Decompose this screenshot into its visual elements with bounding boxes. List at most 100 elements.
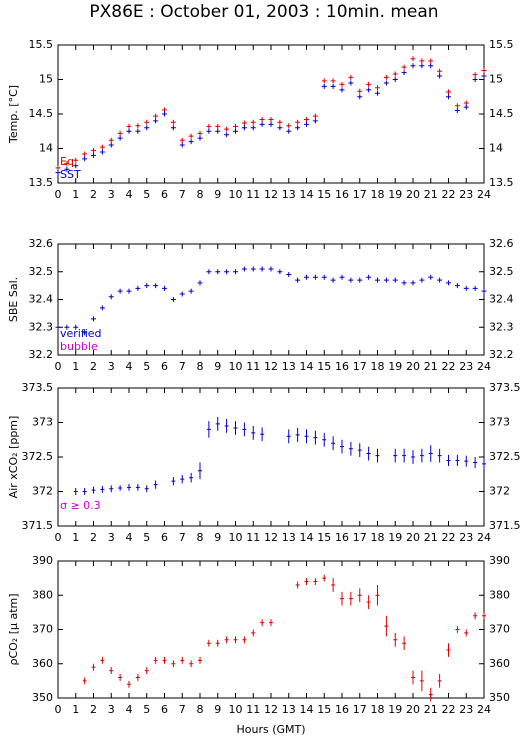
point — [73, 157, 79, 163]
error-bar — [206, 639, 211, 647]
point — [153, 118, 159, 124]
x-tick-label: 16 — [335, 703, 349, 716]
x-tick-label: 10 — [229, 188, 243, 201]
x-tick-label: 19 — [388, 703, 402, 716]
error-bar — [375, 584, 380, 606]
x-tick-label: 11 — [246, 531, 260, 544]
point — [64, 161, 70, 167]
point — [241, 120, 247, 126]
point — [454, 283, 460, 289]
point — [428, 63, 434, 69]
point — [55, 170, 61, 176]
error-bar — [198, 462, 202, 480]
error-bar — [304, 429, 309, 444]
point — [215, 128, 221, 134]
x-tick-label: 1 — [72, 188, 79, 201]
x-tick-label: 4 — [126, 703, 133, 716]
point — [73, 324, 79, 330]
point — [383, 80, 389, 86]
point — [82, 330, 88, 336]
point — [117, 288, 123, 294]
error-bar — [482, 458, 486, 470]
point — [481, 288, 487, 294]
x-tick-label: 12 — [264, 188, 278, 201]
y-tick-label: 32.4 — [29, 293, 54, 306]
point — [401, 70, 407, 76]
point — [472, 72, 478, 78]
x-tick-label: 9 — [214, 703, 221, 716]
point — [108, 142, 114, 148]
x-tick-label: 13 — [282, 360, 296, 373]
plot-frame — [57, 387, 485, 527]
x-tick-label: 0 — [55, 703, 62, 716]
y-tick-label: 14.5 — [29, 107, 54, 120]
y-tick-label: 370 — [32, 623, 53, 636]
point — [419, 277, 425, 283]
x-tick-label: 1 — [72, 360, 79, 373]
error-bar — [393, 632, 398, 647]
error-bar — [340, 591, 344, 606]
y-tick-label: 373 — [32, 416, 53, 429]
x-tick-label: 13 — [282, 188, 296, 201]
point — [286, 272, 292, 278]
point — [463, 104, 469, 110]
x-tick-label: 14 — [300, 531, 314, 544]
y-tick-label-right: 372.5 — [489, 450, 521, 463]
legend-label: bubble — [60, 340, 98, 353]
point — [135, 123, 141, 129]
point — [268, 117, 274, 123]
x-tick-label: 22 — [442, 703, 456, 716]
point — [55, 165, 61, 171]
point — [321, 274, 327, 280]
error-bar — [473, 457, 478, 469]
y-tick-label-right: 32.3 — [489, 320, 514, 333]
y-tick-label-right: 14.5 — [489, 107, 514, 120]
x-tick-label: 4 — [126, 531, 133, 544]
y-tick-label-right: 373 — [489, 416, 510, 429]
point — [339, 87, 345, 93]
y-tick-label-right: 15 — [489, 73, 503, 86]
error-bar — [366, 595, 371, 609]
error-bar — [233, 421, 238, 435]
point — [224, 269, 230, 275]
point — [170, 125, 176, 131]
error-bar — [180, 656, 185, 664]
error-bar — [189, 472, 194, 483]
point — [64, 166, 70, 172]
point — [99, 144, 105, 150]
point — [250, 125, 256, 131]
error-bar — [357, 588, 362, 603]
error-bar — [366, 446, 371, 461]
x-tick-label: 7 — [179, 360, 186, 373]
error-bar — [171, 477, 176, 486]
error-bar — [135, 674, 140, 681]
x-tick-label: 23 — [459, 531, 473, 544]
error-bar — [127, 483, 131, 491]
x-tick-label: 11 — [246, 360, 260, 373]
y-tick-label: 15.5 — [29, 38, 54, 51]
annotation: σ ≥ 0.3 — [60, 499, 101, 512]
error-bar — [411, 450, 415, 464]
x-tick-label: 23 — [459, 188, 473, 201]
x-tick-label: 7 — [179, 703, 186, 716]
x-tick-label: 21 — [424, 360, 438, 373]
point — [392, 77, 398, 82]
point — [99, 149, 105, 155]
x-tick-label: 12 — [264, 360, 278, 373]
y-tick-label: 15 — [39, 73, 53, 86]
error-bar — [224, 636, 229, 644]
point — [215, 123, 221, 129]
x-tick-label: 2 — [90, 188, 97, 201]
point — [179, 142, 185, 148]
point — [481, 73, 487, 79]
point — [295, 277, 301, 283]
x-tick-label: 18 — [371, 188, 385, 201]
x-tick-label: 9 — [214, 531, 221, 544]
point — [321, 83, 327, 89]
x-tick-label: 15 — [317, 531, 331, 544]
point — [348, 277, 354, 283]
error-bar — [215, 639, 220, 647]
point — [437, 277, 443, 283]
point — [330, 78, 336, 84]
point — [392, 277, 398, 283]
